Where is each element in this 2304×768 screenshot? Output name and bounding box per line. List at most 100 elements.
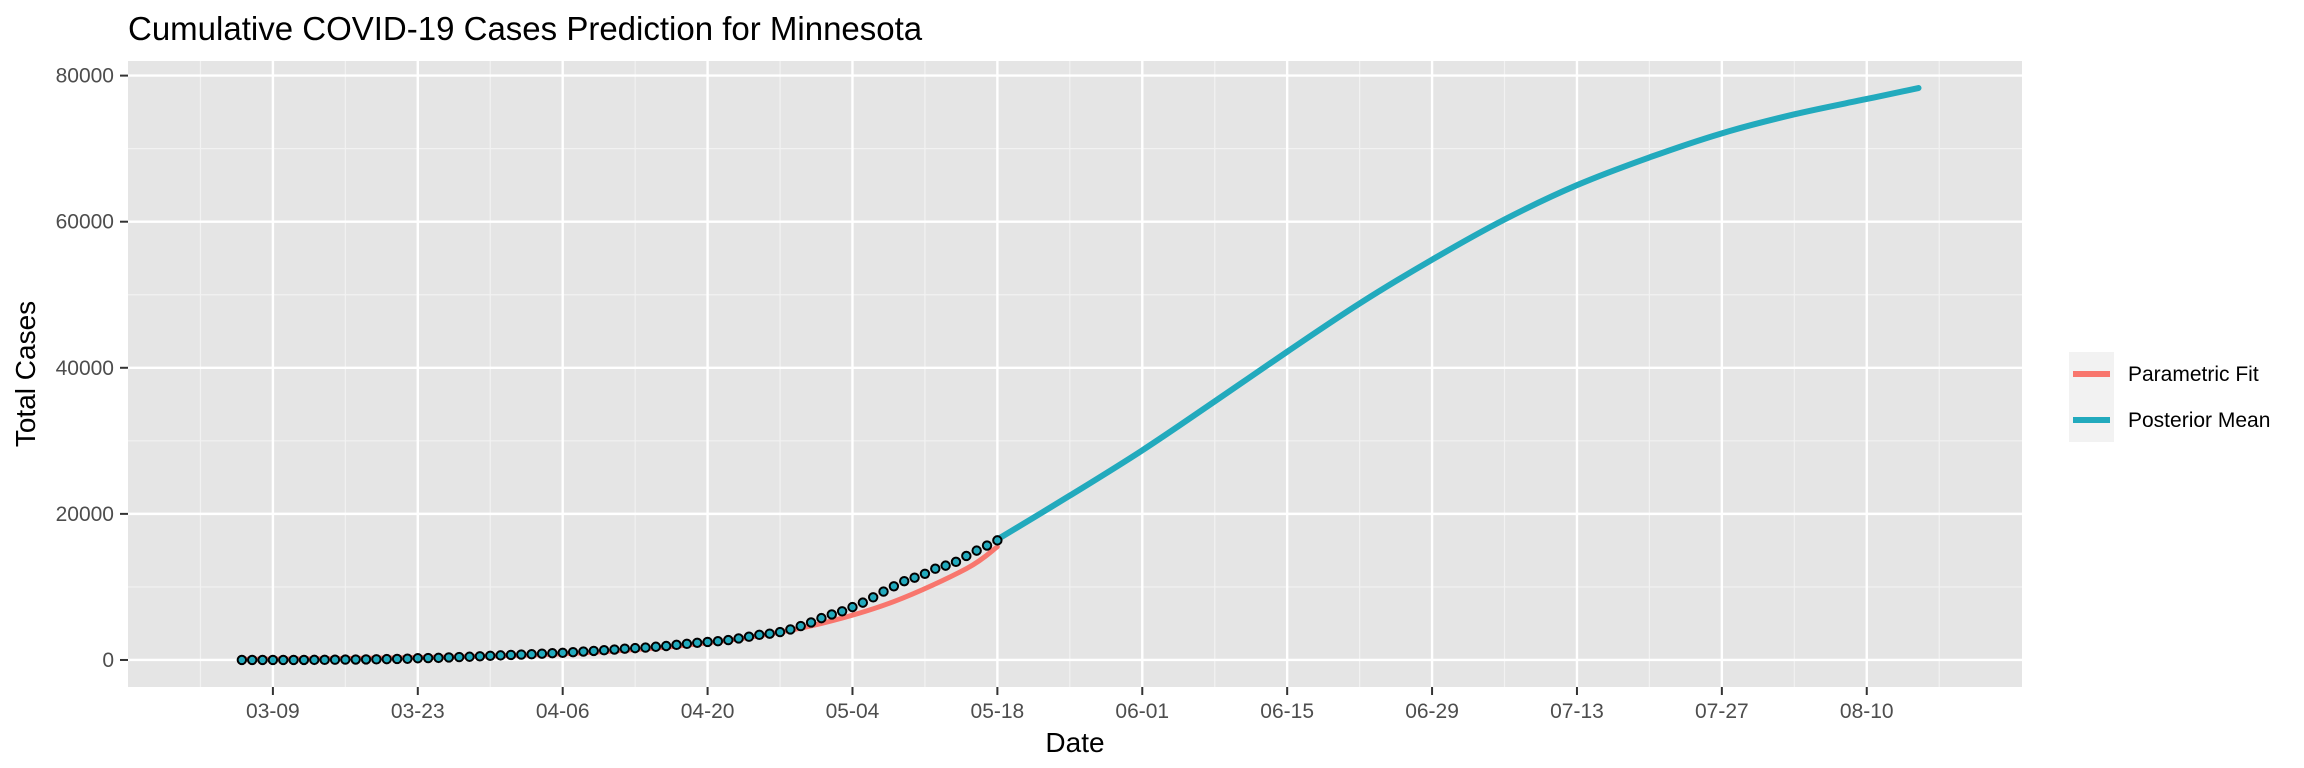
- x-tick-label: 07-27: [1695, 700, 1749, 723]
- data-point: [567, 646, 579, 658]
- x-tick-label: 05-04: [826, 700, 880, 723]
- x-tick-label: 06-01: [1115, 700, 1169, 723]
- data-point: [774, 626, 786, 638]
- data-point: [650, 641, 662, 652]
- data-point: [754, 629, 765, 641]
- data-point: [816, 612, 827, 624]
- x-tick-label: 05-18: [971, 700, 1025, 723]
- data-point: [402, 653, 413, 664]
- data-point: [257, 654, 268, 666]
- data-point: [930, 563, 941, 574]
- y-tick-label: 40000: [56, 357, 114, 380]
- data-point: [660, 640, 672, 652]
- data-point: [867, 592, 879, 603]
- data-point: [681, 638, 693, 650]
- data-point: [950, 556, 962, 568]
- observed-points: [236, 535, 1003, 666]
- data-point: [464, 651, 475, 662]
- data-point: [495, 650, 506, 661]
- data-point: [826, 609, 837, 620]
- data-point: [723, 634, 734, 646]
- data-point: [371, 654, 382, 665]
- legend-keys-background: [2069, 352, 2114, 442]
- data-point: [360, 654, 372, 665]
- y-tick-label: 0: [102, 649, 114, 672]
- data-point: [526, 649, 537, 660]
- data-point: [236, 654, 248, 666]
- data-point: [857, 597, 869, 608]
- data-point: [598, 645, 610, 656]
- data-point: [505, 649, 517, 661]
- data-point: [629, 642, 641, 654]
- data-point: [381, 653, 392, 665]
- data-point: [516, 649, 527, 660]
- data-point: [692, 637, 703, 648]
- x-tick-label: 08-10: [1840, 700, 1894, 723]
- y-axis: 0 20000 40000 60000 80000: [56, 65, 128, 672]
- data-point: [847, 601, 858, 613]
- data-point: [391, 653, 403, 665]
- y-tick-label: 60000: [56, 211, 114, 234]
- data-point: [422, 652, 434, 664]
- grid-major: [128, 61, 2022, 687]
- data-point: [547, 647, 558, 659]
- data-point: [940, 560, 951, 571]
- y-tick-label: 80000: [56, 65, 114, 88]
- data-point: [536, 648, 548, 659]
- data-point: [350, 654, 361, 665]
- data-point: [992, 535, 1003, 546]
- grid-minor: [128, 61, 2022, 687]
- data-point: [588, 645, 599, 657]
- plot-panel: [128, 61, 2022, 687]
- data-point: [246, 654, 258, 666]
- data-point: [961, 550, 972, 562]
- data-point: [609, 644, 620, 655]
- data-point: [319, 654, 330, 666]
- data-point: [743, 631, 755, 642]
- data-point: [785, 624, 796, 635]
- legend-label-posterior-mean: Posterior Mean: [2128, 409, 2270, 432]
- data-point: [453, 651, 465, 663]
- data-point: [443, 652, 455, 663]
- data-point: [309, 654, 320, 666]
- x-tick-label: 06-15: [1260, 700, 1314, 723]
- x-axis: 03-09 03-23 04-06 04-20 05-04 05-18 06-01 06-15…: [246, 687, 1894, 723]
- x-tick-label: 07-13: [1550, 700, 1604, 723]
- x-tick-label: 03-09: [246, 700, 300, 723]
- data-point: [888, 581, 900, 592]
- x-axis-title: Date: [1045, 727, 1104, 758]
- data-point: [412, 653, 423, 664]
- data-point: [764, 628, 775, 639]
- data-point: [712, 636, 724, 647]
- data-point: [485, 650, 496, 661]
- data-point: [474, 651, 486, 662]
- x-tick-label: 06-29: [1405, 700, 1459, 723]
- data-point: [278, 654, 289, 666]
- data-point: [619, 643, 630, 654]
- data-point: [805, 617, 817, 628]
- data-point: [433, 652, 444, 664]
- x-tick-label: 04-06: [536, 700, 590, 723]
- legend-label-parametric-fit: Parametric Fit: [2128, 363, 2259, 386]
- data-point: [640, 642, 651, 653]
- data-point: [671, 639, 682, 651]
- data-point: [557, 647, 568, 658]
- data-point: [971, 545, 982, 556]
- data-point: [836, 606, 848, 617]
- data-point: [340, 654, 351, 665]
- chart-title: Cumulative COVID-19 Cases Prediction for…: [128, 10, 923, 47]
- legend: Parametric Fit Posterior Mean: [2069, 352, 2270, 442]
- data-point: [909, 572, 920, 583]
- y-tick-label: 20000: [56, 503, 114, 526]
- x-tick-label: 03-23: [391, 700, 445, 723]
- data-point: [578, 646, 589, 657]
- data-point: [733, 633, 744, 644]
- data-point: [981, 540, 993, 551]
- data-point: [878, 586, 889, 597]
- data-point: [919, 568, 931, 579]
- data-point: [298, 654, 310, 666]
- data-point: [267, 654, 279, 666]
- data-point: [795, 620, 806, 632]
